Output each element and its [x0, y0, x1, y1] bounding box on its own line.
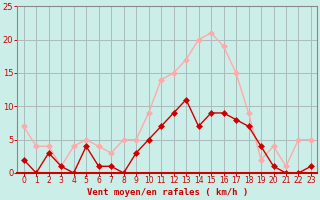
- X-axis label: Vent moyen/en rafales ( km/h ): Vent moyen/en rafales ( km/h ): [87, 188, 248, 197]
